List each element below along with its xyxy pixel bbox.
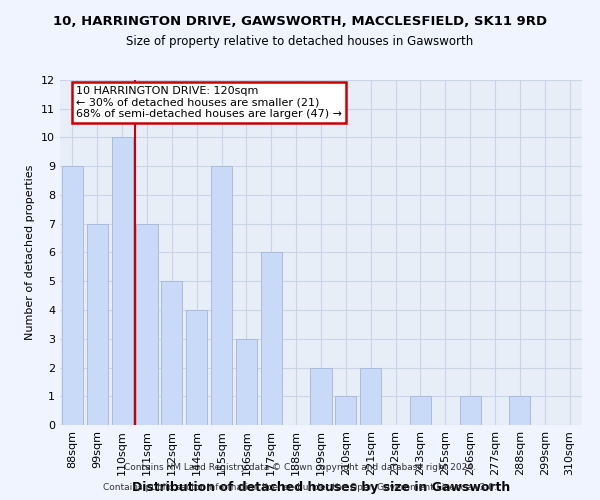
Bar (460, 396, 481, 425)
Text: Size of property relative to detached houses in Gawsworth: Size of property relative to detached ho… (127, 35, 473, 48)
Bar (410, 396, 431, 425)
Text: Contains HM Land Registry data © Crown copyright and database right 2024.: Contains HM Land Registry data © Crown c… (124, 463, 476, 472)
Y-axis label: Number of detached properties: Number of detached properties (25, 165, 35, 340)
Text: Contains public sector information licensed under the Open Government Licence v3: Contains public sector information licen… (103, 483, 497, 492)
Bar (62, 166, 83, 425)
Bar (310, 368, 332, 425)
X-axis label: Distribution of detached houses by size in Gawsworth: Distribution of detached houses by size … (132, 480, 510, 494)
Bar (87, 224, 108, 425)
Bar (335, 396, 356, 425)
Bar (186, 310, 207, 425)
Bar (261, 252, 282, 425)
Bar (112, 138, 133, 425)
Text: 10 HARRINGTON DRIVE: 120sqm
← 30% of detached houses are smaller (21)
68% of sem: 10 HARRINGTON DRIVE: 120sqm ← 30% of det… (76, 86, 342, 119)
Bar (161, 281, 182, 425)
Bar (136, 224, 158, 425)
Bar (509, 396, 530, 425)
Text: 10, HARRINGTON DRIVE, GAWSWORTH, MACCLESFIELD, SK11 9RD: 10, HARRINGTON DRIVE, GAWSWORTH, MACCLES… (53, 15, 547, 28)
Bar (360, 368, 381, 425)
Bar (211, 166, 232, 425)
Bar (236, 339, 257, 425)
